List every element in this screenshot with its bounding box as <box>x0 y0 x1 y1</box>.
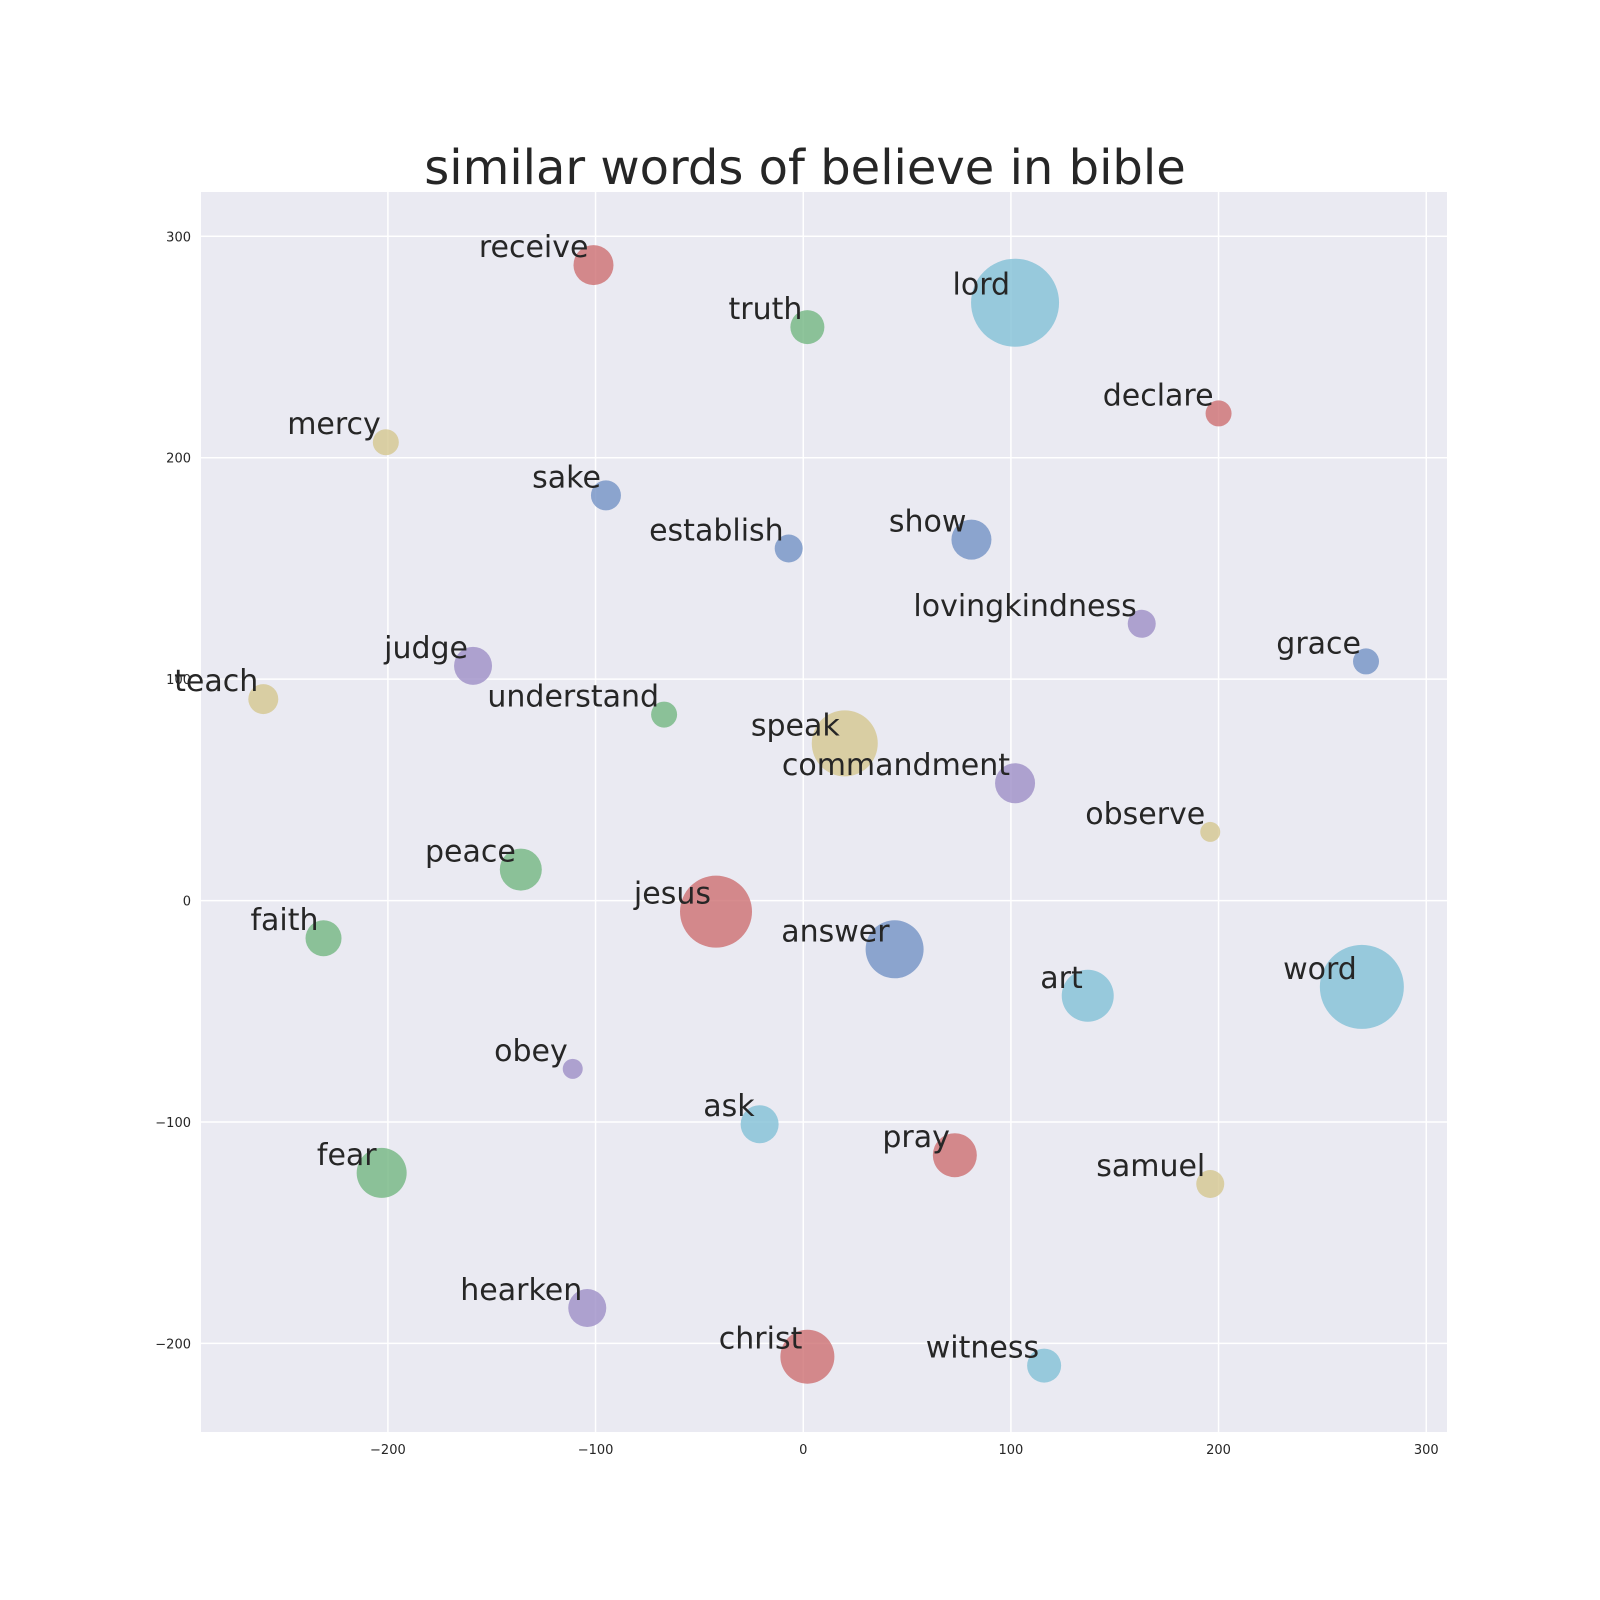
x-tick-label: 100 <box>998 1443 1023 1458</box>
word-label-hearken: hearken <box>460 1273 582 1308</box>
x-tick-label: 200 <box>1206 1443 1231 1458</box>
bubble-art <box>1061 969 1114 1022</box>
bubble-truth <box>790 310 825 345</box>
x-tick-label: −200 <box>370 1443 406 1458</box>
word-label-grace: grace <box>1276 626 1361 661</box>
bubble-understand <box>651 701 678 728</box>
word-label-peace: peace <box>425 835 516 870</box>
word-label-art: art <box>1040 961 1083 996</box>
word-label-answer: answer <box>781 914 890 949</box>
word-label-receive: receive <box>479 230 589 265</box>
grid-lines <box>201 192 1447 1432</box>
word-label-pray: pray <box>882 1120 950 1155</box>
bubble-establish <box>774 534 803 563</box>
word-label-fear: fear <box>317 1138 377 1173</box>
word-label-understand: understand <box>487 680 659 715</box>
word-label-ask: ask <box>703 1089 755 1124</box>
bubble-answer <box>865 920 924 979</box>
word-label-sake: sake <box>532 460 601 495</box>
y-tick-label: 300 <box>166 230 191 245</box>
word-label-show: show <box>889 505 967 540</box>
bubble-fear <box>356 1147 407 1198</box>
bubble-teach <box>248 684 279 715</box>
word-label-obey: obey <box>494 1034 568 1069</box>
bubble-grace <box>1353 648 1380 675</box>
bubble-lovingkindness <box>1127 609 1156 638</box>
bubble-speak <box>811 710 878 777</box>
word-label-jesus: jesus <box>633 877 711 912</box>
bubble-obey <box>562 1058 583 1079</box>
bubble-jesus <box>680 875 753 948</box>
word-label-mercy: mercy <box>287 407 381 442</box>
bubble-witness <box>1027 1348 1062 1383</box>
word-label-truth: truth <box>728 292 802 327</box>
word-label-christ: christ <box>719 1322 803 1357</box>
bubble-hearken <box>568 1289 607 1327</box>
bubble-show <box>951 519 992 560</box>
x-tick-label: 0 <box>799 1443 807 1458</box>
x-tick-label: 300 <box>1414 1443 1439 1458</box>
bubble-sake <box>590 480 621 511</box>
word-label-speak: speak <box>751 708 841 743</box>
word-label-witness: witness <box>926 1331 1039 1366</box>
bubble-receive <box>573 245 614 286</box>
word-labels: receive truth lord declare mercy sake establis… <box>174 230 1361 1366</box>
plot-area <box>201 192 1447 1432</box>
word-label-judge: judge <box>383 631 468 666</box>
x-tick-label: −100 <box>578 1443 614 1458</box>
word-label-declare: declare <box>1103 378 1214 413</box>
bubble-declare <box>1205 400 1232 427</box>
y-tick-label: 200 <box>166 452 191 467</box>
tick-labels: −200 −100 0 100 200 300 −200 −100 0 100 200 300 <box>155 230 1438 1458</box>
bubble-faith <box>305 920 342 957</box>
bubbles <box>248 245 1404 1384</box>
bubble-peace <box>499 848 542 891</box>
word-label-faith: faith <box>250 903 318 938</box>
bubble-ask <box>740 1105 779 1144</box>
bubble-pray <box>932 1133 977 1178</box>
word-label-establish: establish <box>649 514 784 549</box>
word-label-samuel: samuel <box>1096 1149 1205 1184</box>
bubble-commandment <box>995 763 1036 804</box>
y-tick-label: −200 <box>155 1337 191 1352</box>
word-label-word: word <box>1283 952 1357 987</box>
y-tick-label: 100 <box>166 673 191 688</box>
word-label-commandment: commandment <box>782 748 1010 783</box>
bubble-lord <box>971 258 1060 347</box>
y-tick-label: −100 <box>155 1116 191 1131</box>
bubble-judge <box>454 646 493 685</box>
word-label-teach: teach <box>174 664 258 699</box>
bubble-mercy <box>372 429 399 456</box>
word-label-lovingkindness: lovingkindness <box>913 589 1136 624</box>
word-label-observe: observe <box>1085 797 1205 832</box>
chart-title: similar words of believe in bible <box>424 140 1186 196</box>
bubble-christ <box>780 1329 835 1384</box>
y-tick-label: 0 <box>183 895 191 910</box>
bubble-observe <box>1200 821 1221 842</box>
word-label-lord: lord <box>953 268 1011 303</box>
bubble-word <box>1319 944 1404 1029</box>
bubble-samuel <box>1196 1170 1225 1198</box>
